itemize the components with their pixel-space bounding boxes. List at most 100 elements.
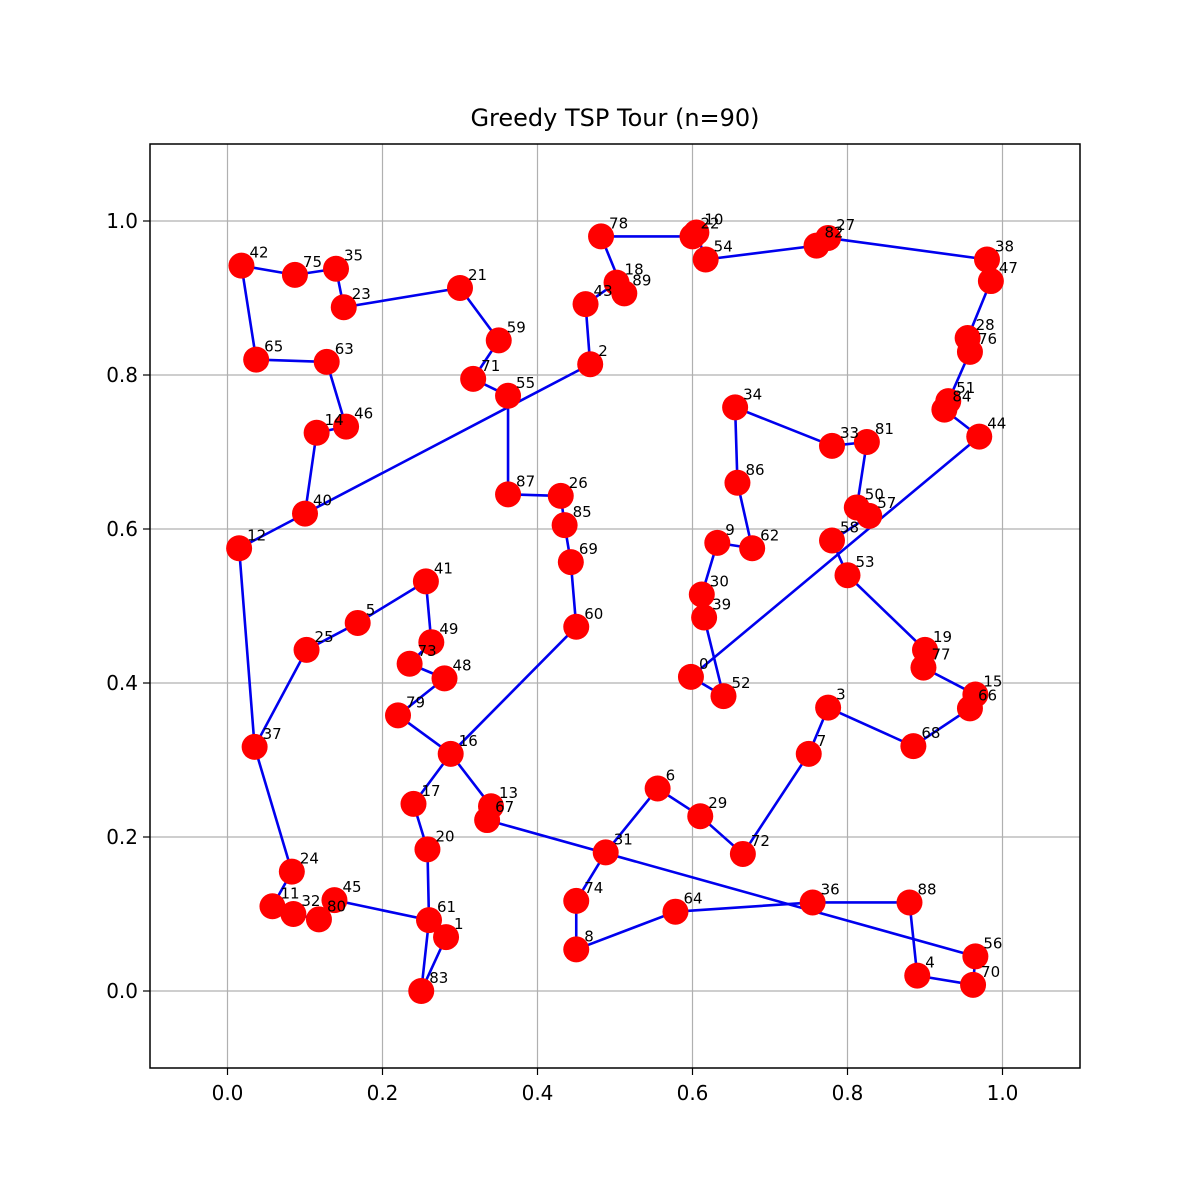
y-tick-label: 0.0	[106, 979, 138, 1003]
tour-edge-54-82	[704, 244, 818, 261]
city-label-74: 74	[584, 879, 603, 897]
city-point-53	[834, 562, 861, 589]
city-point-30	[688, 581, 715, 608]
x-tick-label: 0.4	[522, 1081, 554, 1105]
city-point-5	[344, 609, 371, 636]
city-point-33	[819, 432, 845, 459]
city-point-86	[724, 469, 751, 496]
tour-edge-53-19	[846, 573, 927, 652]
tour-edge-37-25	[253, 648, 308, 749]
x-tick-label: 0.0	[212, 1081, 244, 1105]
tour-edge-14-40	[303, 431, 318, 515]
chart-title: Greedy TSP Tour (n=90)	[470, 104, 759, 132]
city-label-13: 13	[499, 784, 518, 802]
city-label-78: 78	[609, 214, 628, 232]
city-point-25	[293, 636, 320, 663]
tour-edge-34-33	[733, 406, 834, 448]
city-label-8: 8	[584, 927, 594, 945]
tour-edge-27-38	[826, 236, 989, 261]
city-label-85: 85	[573, 503, 592, 521]
city-label-65: 65	[264, 338, 283, 356]
city-point-41	[412, 568, 439, 595]
city-label-4: 4	[925, 954, 935, 972]
plot-frame	[149, 143, 1081, 1069]
tour-edge-24-37	[253, 745, 294, 873]
city-point-7	[795, 740, 822, 767]
city-label-51: 51	[956, 379, 975, 397]
city-label-10: 10	[704, 211, 723, 229]
city-label-0: 0	[699, 655, 709, 673]
city-label-35: 35	[344, 247, 363, 265]
tour-edge-21-23	[342, 286, 462, 309]
city-point-21	[447, 274, 473, 301]
city-point-56	[962, 943, 989, 970]
city-point-66	[956, 695, 983, 722]
city-label-43: 43	[594, 282, 613, 300]
city-label-57: 57	[877, 494, 896, 512]
city-label-34: 34	[743, 385, 762, 403]
city-point-48	[431, 665, 458, 692]
x-tick-label: 0.2	[367, 1081, 399, 1105]
city-label-24: 24	[300, 850, 319, 868]
city-point-9	[704, 529, 731, 556]
y-tick-label: 0.4	[106, 671, 138, 695]
city-point-14	[303, 419, 330, 446]
city-point-64	[662, 898, 689, 925]
city-label-36: 36	[821, 880, 840, 898]
city-point-83	[408, 978, 435, 1004]
city-label-15: 15	[983, 673, 1002, 691]
city-point-0	[677, 663, 704, 690]
city-label-21: 21	[468, 266, 487, 284]
city-label-26: 26	[569, 474, 588, 492]
city-point-72	[729, 840, 756, 867]
city-point-32	[280, 901, 307, 927]
city-point-49	[418, 629, 445, 656]
city-label-75: 75	[303, 253, 322, 271]
tour-edge-12-37	[237, 546, 256, 749]
y-tick-label: 0.2	[106, 825, 138, 849]
city-label-62: 62	[760, 526, 779, 544]
x-tick-label: 0.8	[832, 1081, 864, 1105]
city-point-24	[278, 858, 305, 885]
city-point-8	[563, 936, 590, 963]
city-point-58	[819, 527, 845, 554]
city-point-77	[910, 654, 937, 681]
city-label-1: 1	[454, 915, 464, 933]
city-label-50: 50	[865, 485, 884, 503]
city-point-38	[974, 246, 1000, 273]
city-label-22: 22	[701, 214, 720, 232]
x-axis-ticks: 0.0 0.2 0.4 0.6 0.8 1.0	[212, 1068, 1018, 1105]
city-point-60	[563, 613, 590, 640]
city-point-34	[722, 394, 749, 421]
city-point-54	[692, 246, 719, 273]
city-point-1	[433, 924, 460, 951]
city-point-63	[313, 348, 340, 375]
city-point-80	[305, 906, 332, 933]
city-point-68	[900, 733, 927, 760]
city-point-39	[691, 604, 718, 631]
city-label-64: 64	[683, 890, 702, 908]
city-label-33: 33	[840, 424, 859, 442]
city-point-43	[572, 291, 599, 318]
city-point-87	[495, 481, 522, 508]
city-point-61	[416, 907, 442, 934]
city-label-54: 54	[714, 238, 733, 256]
city-label-82: 82	[825, 224, 844, 242]
city-label-38: 38	[995, 238, 1014, 256]
city-label-48: 48	[453, 656, 472, 674]
city-label-59: 59	[507, 318, 526, 336]
city-point-3	[815, 694, 842, 721]
city-label-45: 45	[342, 878, 361, 896]
city-point-78	[588, 223, 615, 250]
city-label-73: 73	[418, 642, 437, 660]
city-label-7: 7	[817, 732, 827, 750]
city-point-65	[243, 346, 270, 373]
city-point-26	[547, 482, 574, 509]
city-label-29: 29	[708, 794, 727, 812]
city-point-42	[228, 252, 255, 279]
city-point-88	[896, 889, 923, 916]
city-label-86: 86	[745, 461, 764, 479]
city-label-41: 41	[434, 559, 453, 577]
